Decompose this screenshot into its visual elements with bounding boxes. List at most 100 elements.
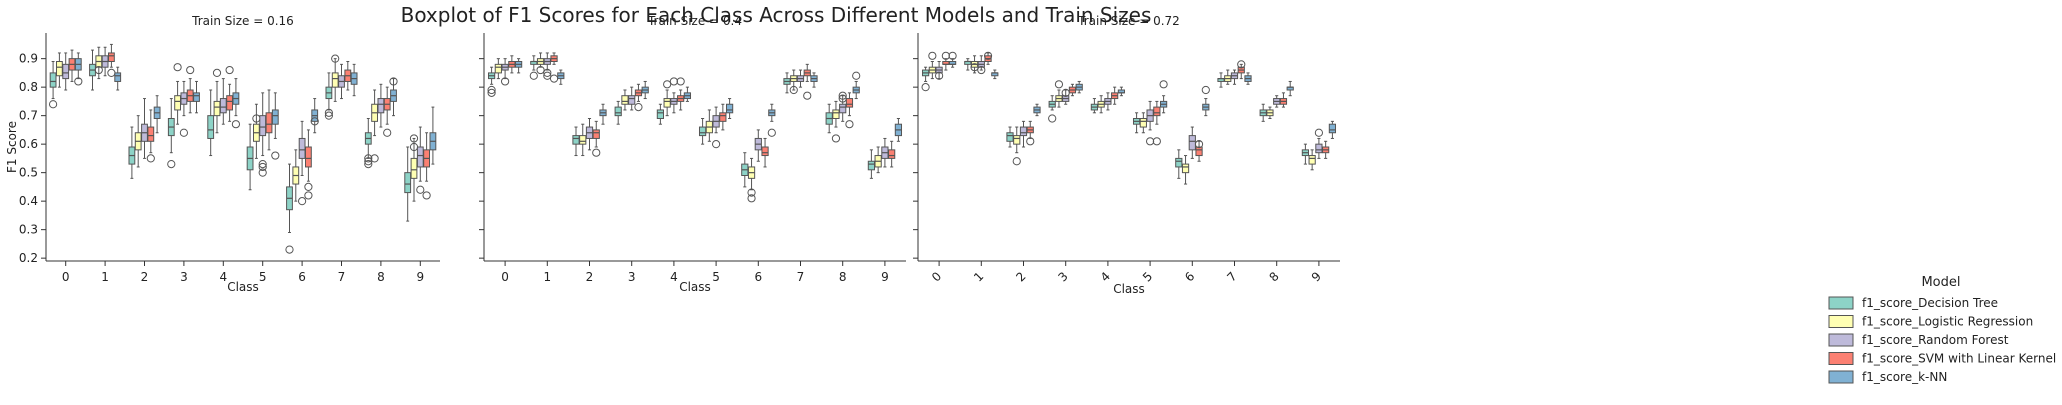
box-0-1-1: [94, 46, 103, 80]
panel-title-2: Train Size = 0.72: [1077, 14, 1180, 28]
outlier-point-0: [1026, 137, 1035, 146]
legend-label-2: f1_score_Random Forest: [1862, 333, 2009, 347]
box-1-1-5: [705, 109, 713, 142]
box-2-4-5: [1159, 80, 1168, 114]
box-iqr: [305, 146, 312, 168]
outlier-point-0: [422, 191, 431, 200]
box-0-1-4: [212, 68, 222, 134]
box-iqr: [271, 109, 279, 125]
box-1-3-7: [803, 63, 812, 100]
box-1-0-5: [698, 118, 707, 145]
box-2-0-2: [1006, 126, 1014, 148]
box-2-1-0: [928, 51, 937, 80]
box-iqr: [265, 112, 273, 134]
box-iqr: [147, 126, 155, 142]
box-0-3-9: [422, 132, 431, 200]
box-iqr: [1181, 163, 1190, 174]
box-1-0-2: [572, 126, 580, 157]
box-iqr: [174, 95, 181, 111]
box-2-2-3: [1061, 88, 1070, 105]
x-tick-label-2-4: 4: [1098, 269, 1113, 284]
box-1-3-3: [634, 83, 643, 112]
box-iqr: [404, 172, 412, 194]
box-0-2-9: [416, 126, 425, 194]
box-0-0-1: [89, 49, 96, 91]
box-2-4-6: [1201, 85, 1210, 117]
box-1-0-0: [487, 66, 496, 97]
box-iqr: [888, 149, 896, 159]
box-0-4-5: [271, 92, 280, 160]
legend-item-3: f1_score_SVM with Linear Kernel: [1828, 352, 2056, 366]
outlier-point-0: [935, 71, 944, 80]
box-2-2-8: [1273, 95, 1281, 108]
box-2-0-6: [1175, 149, 1183, 179]
box-1-4-0: [514, 58, 523, 74]
box-2-3-2: [1026, 120, 1035, 146]
x-tick-label-0-6: 6: [298, 270, 306, 284]
box-0-4-1: [114, 66, 122, 91]
box-2-1-3: [1054, 80, 1064, 108]
box-2-0-3: [1048, 95, 1057, 123]
outlier-point-0: [803, 91, 812, 100]
box-0-0-9: [404, 146, 412, 222]
box-2-3-7: [1237, 60, 1246, 80]
figure-title: Boxplot of F1 Scores for Each Class Acro…: [401, 3, 1152, 27]
box-2-2-5: [1146, 100, 1155, 146]
box-1-4-7: [810, 72, 818, 88]
x-tick-label-2-6: 6: [1182, 269, 1197, 284]
box-0-1-0: [55, 52, 63, 88]
box-2-3-8: [1279, 92, 1288, 108]
box-1-3-8: [845, 92, 854, 129]
outlier-point-0: [501, 77, 510, 86]
box-iqr: [410, 157, 418, 179]
box-0-2-1: [101, 46, 109, 77]
box-2-2-6: [1188, 126, 1196, 159]
box-0-3-1: [107, 43, 116, 78]
legend-item-1: f1_score_Logistic Regression: [1828, 315, 2033, 329]
box-iqr: [725, 103, 734, 114]
outlier-point-0: [1146, 137, 1155, 146]
x-tick-label-2-9: 9: [1309, 269, 1324, 284]
box-2-3-5: [1152, 100, 1161, 146]
x-axis-label-1: Class: [679, 280, 711, 294]
box-1-1-7: [789, 69, 798, 95]
box-1-3-0: [508, 55, 516, 74]
legend-item-2: f1_score_Random Forest: [1828, 333, 2009, 347]
outlier-point-0: [549, 74, 559, 83]
box-2-4-9: [1328, 120, 1337, 139]
box-1-0-6: [741, 152, 749, 188]
outlier-point-0: [370, 154, 379, 163]
outlier-point-1: [324, 108, 333, 117]
box-1-3-1: [549, 52, 559, 83]
box-1-3-5: [719, 103, 727, 131]
box-1-0-4: [656, 103, 665, 125]
box-1-1-1: [536, 52, 545, 75]
legend-swatch-0: [1828, 296, 1854, 310]
box-0-3-3: [186, 65, 195, 114]
outlier-point-0: [304, 191, 313, 200]
box-1-2-5: [712, 106, 721, 149]
legend-swatch-4: [1828, 370, 1854, 384]
box-1-3-9: [888, 140, 896, 168]
legend-item-4: f1_score_k-NN: [1828, 370, 1947, 384]
box-1-2-9: [881, 137, 889, 168]
box-0-1-9: [409, 134, 419, 202]
x-tick-label-1-0: 0: [501, 270, 509, 284]
box-2-3-1: [983, 51, 993, 65]
y-tick-label-1: 0.3: [19, 223, 38, 237]
box-0-2-6: [298, 120, 307, 206]
box-2-0-9: [1301, 143, 1310, 165]
outlier-point-0: [1194, 140, 1204, 149]
box-1-2-3: [628, 86, 636, 111]
box-2-0-5: [1132, 112, 1141, 134]
box-0-0-3: [167, 98, 176, 169]
outlier-point-0: [845, 120, 854, 129]
outlier-point-0: [231, 120, 241, 129]
box-0-1-2: [134, 115, 142, 168]
outlier-point-2: [258, 160, 267, 169]
outlier-point-0: [364, 160, 373, 169]
outlier-point-0: [310, 117, 319, 126]
panels-layer: Train Size = 0.16 0.2 0.3 0.4 0.5 0.6 0.7 0.8 0.…: [5, 14, 1340, 296]
box-2-1-1: [970, 55, 979, 74]
